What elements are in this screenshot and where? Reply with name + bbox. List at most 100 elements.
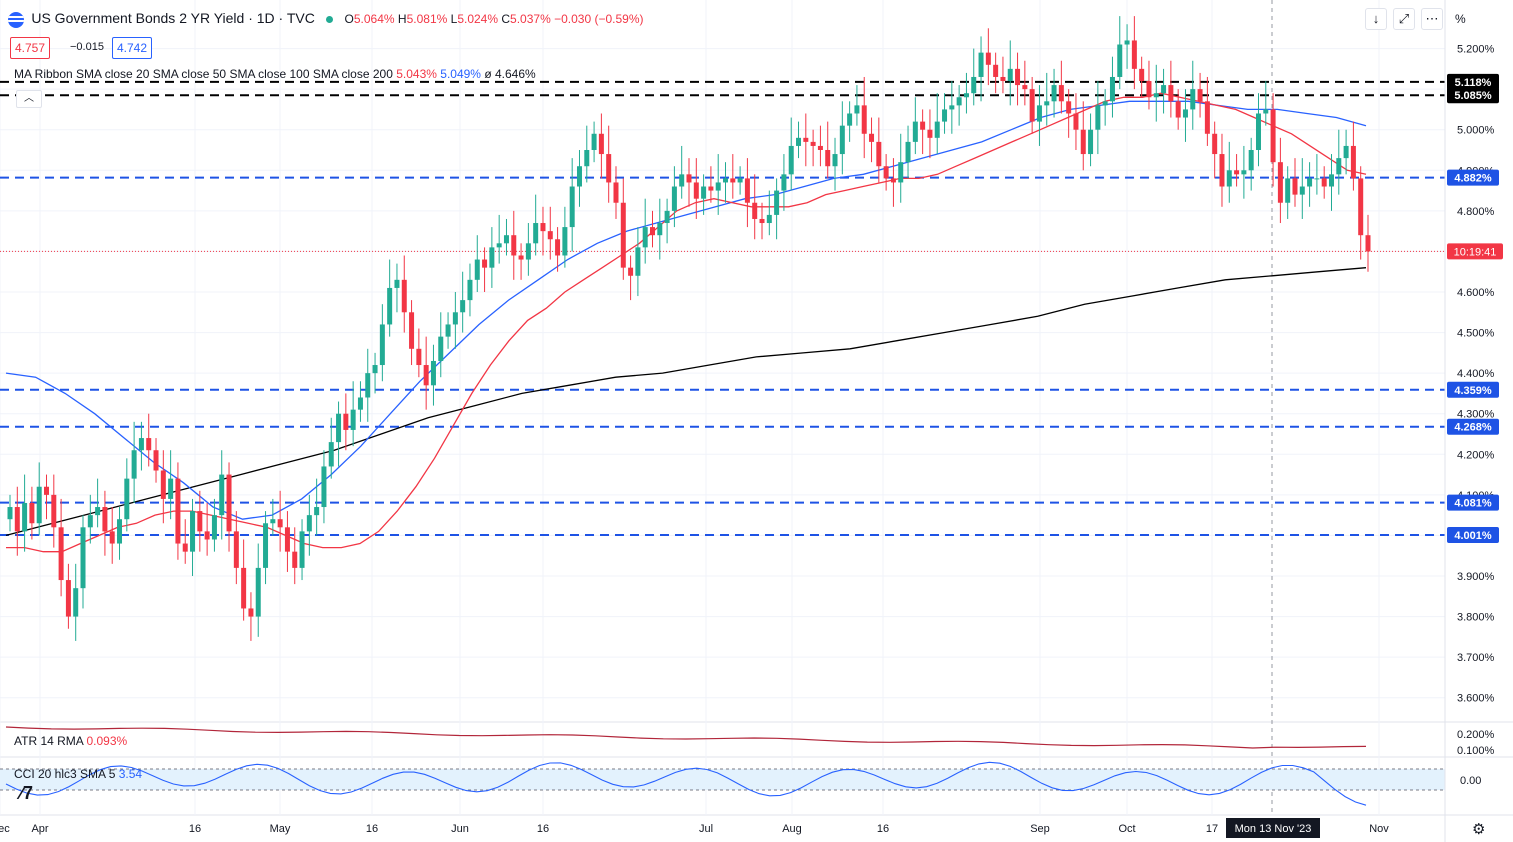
ask-box[interactable]: 4.742 bbox=[112, 37, 153, 59]
candle-body bbox=[890, 178, 896, 183]
candle-body bbox=[1263, 109, 1269, 114]
more-icon[interactable]: ⋯ bbox=[1421, 8, 1443, 30]
candlesticks bbox=[7, 16, 1371, 641]
candle-body bbox=[1139, 68, 1145, 82]
symbol-title[interactable]: US Government Bonds 2 YR Yield · 1D · TV… bbox=[31, 10, 315, 26]
cci-tick-label: 0.00 bbox=[1460, 775, 1481, 787]
countdown-label: 10:19:41 bbox=[1454, 246, 1497, 258]
candle-body bbox=[409, 312, 415, 349]
level-label-box bbox=[1447, 73, 1499, 90]
candle-body bbox=[175, 478, 181, 544]
candle-body bbox=[292, 551, 298, 568]
x-tick-label: Aug bbox=[782, 823, 802, 835]
y-tick-label: 5.000% bbox=[1457, 125, 1495, 137]
x-tick-label: Jun bbox=[451, 823, 469, 835]
candle-body bbox=[1350, 145, 1356, 179]
candle-body bbox=[1285, 178, 1291, 203]
candle-body bbox=[460, 300, 466, 313]
candle-body bbox=[1058, 85, 1064, 102]
sma20-value: 5.043% bbox=[396, 67, 437, 81]
horizontal-levels bbox=[0, 80, 1445, 537]
atr-value: 0.093% bbox=[86, 734, 128, 748]
ohlc-c-label: C bbox=[501, 12, 511, 26]
collapse-legend-button[interactable]: ︿ bbox=[16, 90, 42, 108]
candle-body bbox=[430, 360, 436, 386]
candle-body bbox=[1000, 76, 1006, 82]
candle-body bbox=[693, 182, 699, 199]
candle-body bbox=[131, 450, 137, 479]
ma-ribbon-legend[interactable]: MA Ribbon SMA close 20 SMA close 50 SMA … bbox=[14, 67, 536, 81]
candle-body bbox=[730, 178, 736, 183]
candle-body bbox=[620, 202, 626, 268]
candle-body bbox=[898, 162, 904, 183]
candle-body bbox=[934, 121, 940, 138]
candle-body bbox=[357, 397, 363, 410]
candle-body bbox=[591, 133, 597, 150]
settings-gear-icon[interactable]: ⚙ bbox=[1472, 821, 1486, 838]
us-flag-icon bbox=[8, 11, 24, 28]
candle-body bbox=[73, 588, 79, 617]
ohlc-change: −0.030 (−0.59%) bbox=[554, 12, 644, 26]
candle-body bbox=[109, 531, 115, 544]
candle-body bbox=[211, 515, 217, 540]
candle-body bbox=[686, 174, 692, 183]
candle-body bbox=[547, 231, 553, 240]
candle-body bbox=[788, 145, 794, 175]
candle-body bbox=[394, 279, 400, 288]
candle-body bbox=[796, 137, 802, 146]
bid-box[interactable]: 4.757 bbox=[10, 37, 51, 59]
ohlc-low: 5.024% bbox=[457, 12, 499, 26]
y-tick-label: 3.900% bbox=[1457, 571, 1495, 583]
candle-body bbox=[1277, 162, 1283, 203]
candle-body bbox=[284, 527, 290, 552]
candle-body bbox=[1182, 109, 1188, 118]
candle-body bbox=[277, 519, 283, 528]
candle-body bbox=[803, 137, 809, 142]
x-tick-label: 16 bbox=[537, 823, 549, 835]
candle-body bbox=[80, 527, 86, 589]
candle-body bbox=[920, 121, 926, 130]
sma20-line bbox=[6, 92, 1367, 553]
candle-body bbox=[233, 531, 239, 568]
candle-body bbox=[817, 145, 823, 150]
candle-body bbox=[598, 133, 604, 155]
x-tick-label: Sep bbox=[1030, 823, 1050, 835]
candle-body bbox=[1314, 178, 1320, 180]
candle-body bbox=[190, 511, 196, 552]
level-label-box bbox=[1447, 527, 1499, 544]
market-status-dot bbox=[326, 16, 334, 24]
candle-body bbox=[606, 154, 612, 183]
candle-body bbox=[65, 580, 71, 617]
candle-body bbox=[387, 287, 393, 325]
x-tick-label: Oct bbox=[1118, 823, 1135, 835]
candle-body bbox=[14, 507, 20, 532]
candle-body bbox=[1066, 101, 1072, 114]
candle-body bbox=[248, 608, 254, 617]
candle-body bbox=[51, 494, 57, 528]
candle-body bbox=[576, 166, 582, 187]
candle-body bbox=[168, 478, 174, 499]
y-tick-label: 4.800% bbox=[1457, 206, 1495, 218]
candle-body bbox=[219, 474, 225, 516]
candle-body bbox=[328, 442, 334, 467]
x-tick-label: Jul bbox=[699, 823, 713, 835]
y-tick-label: 3.600% bbox=[1457, 693, 1495, 705]
level-label-box bbox=[1447, 418, 1499, 435]
candle-body bbox=[525, 243, 531, 260]
level-label-box bbox=[1447, 494, 1499, 511]
atr-legend[interactable]: ATR 14 RMA 0.093% bbox=[14, 734, 127, 748]
scroll-down-icon[interactable]: ↓ bbox=[1365, 8, 1387, 30]
candle-body bbox=[44, 486, 50, 495]
cci-band bbox=[0, 769, 1445, 790]
candle-body bbox=[708, 186, 714, 191]
candle-body bbox=[649, 227, 655, 236]
candle-body bbox=[869, 133, 875, 142]
cci-legend[interactable]: CCI 20 hlc3 SMA 5 3.54 bbox=[14, 767, 142, 781]
candle-body bbox=[613, 182, 619, 203]
candle-body bbox=[489, 247, 495, 268]
maximize-icon[interactable]: ⤢ bbox=[1393, 8, 1415, 30]
candle-body bbox=[839, 125, 845, 155]
candle-body bbox=[270, 519, 276, 524]
candle-body bbox=[336, 413, 342, 443]
